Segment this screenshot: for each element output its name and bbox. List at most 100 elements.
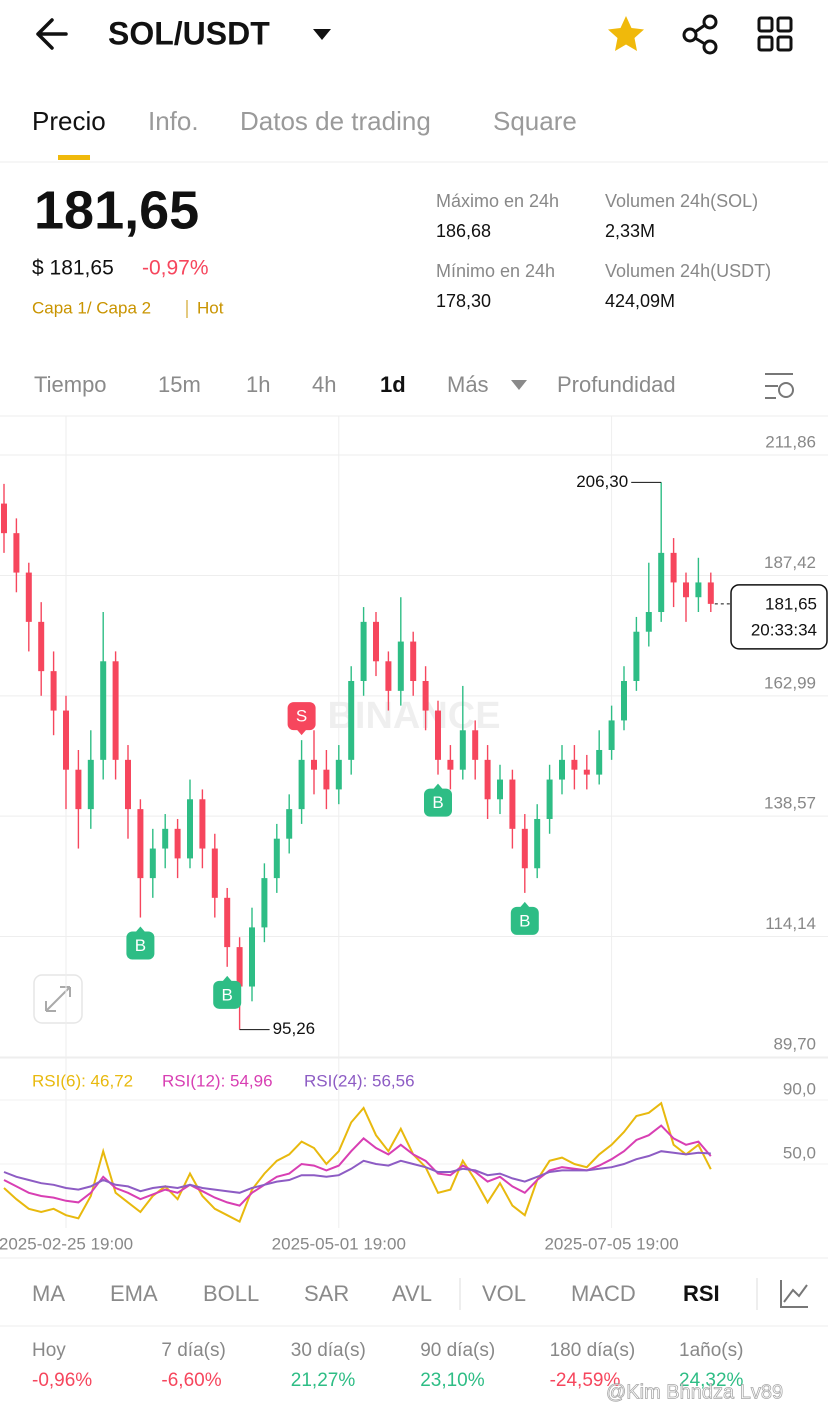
last-price-box [730, 584, 828, 650]
performance-change: 23,10% [420, 1370, 485, 1391]
performance-period: 90 día(s) [420, 1340, 495, 1361]
trade-marker [126, 931, 155, 960]
stat-label: Mínimo en 24h [436, 261, 555, 281]
interval[interactable]: Más [447, 372, 489, 397]
tab[interactable]: Info. [148, 106, 199, 136]
trade-marker [424, 788, 452, 817]
pair-title[interactable]: SOL/USDT [108, 15, 270, 51]
y-tick-label: 187,42 [764, 553, 816, 572]
candle-body [137, 809, 144, 879]
tab[interactable]: Datos de trading [240, 106, 431, 136]
share-button[interactable] [682, 14, 718, 55]
candle-body [112, 661, 119, 760]
interval[interactable]: Tiempo [34, 372, 107, 397]
watermark: BINANCE [327, 695, 500, 737]
candle-body [211, 848, 218, 898]
candle-body [149, 848, 156, 879]
performance-change: 21,27% [291, 1370, 356, 1391]
legend-entry: RSI(24): 56,56 [304, 1071, 415, 1090]
tag: Capa 1/ Capa 2 [32, 298, 151, 317]
favorite-star[interactable] [608, 16, 644, 51]
price-change: -0,97% [142, 257, 209, 280]
layout-button[interactable] [757, 16, 793, 52]
trade-marker-label: S [296, 707, 307, 726]
candle-body [410, 641, 417, 681]
performance-change: -24,59% [550, 1370, 621, 1391]
candle-body [348, 680, 355, 760]
candle-body [670, 552, 677, 583]
candle-body [125, 759, 131, 810]
trade-marker [213, 980, 242, 1009]
trade-marker-label: B [519, 911, 530, 930]
candle-body [447, 759, 454, 770]
indicator-tab[interactable]: EMA [110, 1281, 158, 1306]
candle-body [75, 769, 82, 810]
x-tick-label: 2025-02-25 19:00 [0, 1234, 133, 1253]
rsi-line [3, 1150, 711, 1194]
y-tick-label: 211,86 [765, 432, 816, 451]
candle-body [360, 621, 367, 681]
tab[interactable]: Square [493, 106, 577, 136]
candle-body [311, 759, 317, 770]
indicator-tab[interactable]: AVL [392, 1281, 432, 1306]
candle-body [633, 631, 640, 681]
candle-body [335, 759, 342, 790]
interval[interactable]: 15m [158, 372, 201, 397]
pair-caret[interactable] [313, 29, 331, 40]
candle-body [559, 759, 565, 780]
candle-body [323, 769, 330, 790]
x-tick-label: 2025-07-05 19:00 [544, 1234, 678, 1253]
candle-body [273, 838, 280, 879]
tag: Hot [197, 298, 224, 317]
indicator-tab[interactable]: RSI [683, 1281, 720, 1306]
extreme-label: 95,26 [273, 1019, 316, 1038]
candle-body [497, 779, 503, 800]
interval-caret[interactable] [511, 380, 527, 390]
indicator-settings[interactable] [780, 1280, 808, 1308]
interval[interactable]: 1d [380, 372, 406, 397]
candle-body [298, 759, 305, 810]
usd-price: $ 181,65 [32, 257, 114, 280]
trade-marker [510, 906, 539, 935]
y-tick-label: 50,0 [783, 1143, 816, 1162]
stat-label: Máximo en 24h [436, 191, 559, 211]
candle-body [385, 661, 392, 691]
candle-body [236, 947, 243, 987]
candle-body [13, 533, 20, 573]
stat-label: Volumen 24h(SOL) [605, 191, 758, 211]
interval[interactable]: Profundidad [557, 372, 676, 397]
interval[interactable]: 4h [312, 372, 336, 397]
user-watermark: @Kim Bhndza Lv89 [606, 1381, 783, 1403]
y-tick-label: 138,57 [764, 794, 816, 813]
stat-value: 186,68 [436, 221, 491, 241]
candle-body [187, 799, 193, 859]
candle-body [249, 927, 255, 987]
expand-icon [45, 986, 71, 1012]
indicator-tab[interactable]: MACD [571, 1281, 636, 1306]
performance-period: 7 día(s) [161, 1340, 225, 1361]
candle-body [459, 730, 466, 770]
candle-body [608, 720, 615, 750]
candle-body [645, 612, 652, 632]
candle-body [87, 759, 94, 810]
tab[interactable]: Precio [32, 106, 106, 136]
stat-value: 424,09M [605, 291, 675, 311]
candle-body [373, 621, 379, 662]
back-button[interactable] [36, 18, 68, 50]
indicator-tab[interactable]: BOLL [203, 1281, 259, 1306]
candle-body [695, 582, 702, 598]
interval[interactable]: 1h [246, 372, 270, 397]
candle-body [199, 799, 206, 849]
candle-body [534, 818, 541, 869]
indicator-tab[interactable]: VOL [482, 1281, 526, 1306]
rsi-line [3, 1101, 712, 1223]
candle-body [224, 897, 231, 948]
indicator-tab[interactable]: MA [32, 1281, 65, 1306]
indicator-tab[interactable]: SAR [304, 1281, 349, 1306]
candle-body [472, 730, 479, 760]
chart-settings[interactable] [765, 373, 794, 399]
candle-body [1, 503, 7, 534]
performance-period: 30 día(s) [291, 1340, 366, 1361]
candle-body [484, 759, 491, 800]
